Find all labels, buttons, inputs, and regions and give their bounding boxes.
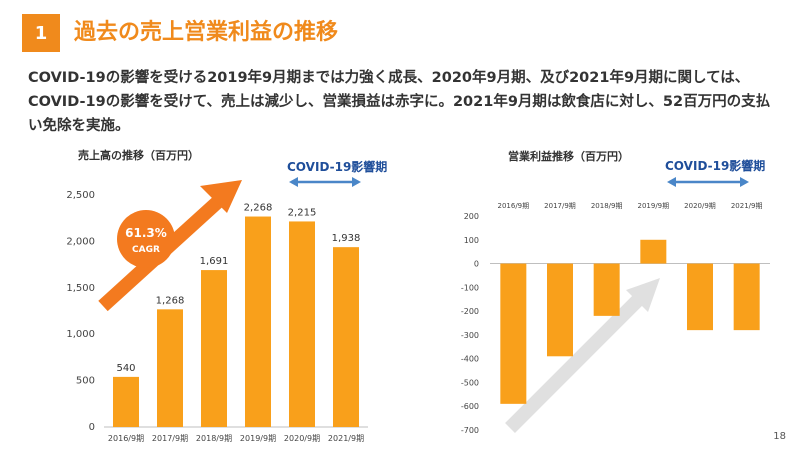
sales-bar	[333, 247, 359, 427]
x-tick-label: 2017/9期	[152, 434, 188, 443]
page-number: 18	[773, 431, 786, 442]
y-tick-label: 1,000	[66, 329, 95, 340]
trend-arrow-shaft	[505, 287, 651, 433]
arrow-head	[200, 180, 242, 213]
profit-bar	[687, 263, 713, 331]
sales-chart-title: 売上高の推移（百万円）	[78, 149, 199, 162]
x-tick-label: 2017/9期	[544, 202, 576, 210]
x-tick-label: 2020/9期	[284, 434, 320, 443]
sales-bar	[245, 216, 271, 427]
value-label: 2,215	[288, 207, 317, 218]
sales-chart: 0 500 1,000 1,500 2,000 2,500 540 2016/9期 1,268 2…	[66, 177, 368, 443]
y-tick-label: 2,000	[66, 236, 95, 247]
page-title: 過去の売上営業利益の推移	[74, 20, 339, 45]
cagr-circle	[117, 210, 175, 268]
profit-bar	[500, 263, 527, 404]
covid-arrow-right-head	[740, 177, 749, 187]
sales-bar	[201, 270, 227, 427]
x-tick-label: 2016/9期	[108, 434, 144, 443]
covid-double-arrow	[289, 177, 361, 187]
x-tick-label: 2018/9期	[196, 434, 232, 443]
y-tick-label: -500	[461, 378, 479, 387]
y-tick-label: 1,500	[66, 283, 95, 294]
y-tick-label: 200	[464, 212, 479, 221]
profit-chart-title: 営業利益推移（百万円）	[508, 150, 629, 163]
value-label: 1,691	[200, 256, 229, 267]
y-tick-label: -200	[461, 307, 479, 316]
value-label: 540	[116, 363, 135, 374]
covid-arrow-left-head	[289, 177, 298, 187]
x-tick-label: 2016/9期	[498, 202, 530, 210]
x-tick-label: 2021/9期	[328, 434, 364, 443]
trend-arrow-head	[626, 278, 660, 312]
y-tick-label: 500	[76, 376, 95, 387]
profit-bar	[593, 263, 620, 316]
y-tick-label: 100	[464, 236, 479, 245]
value-label: 2,268	[244, 203, 273, 214]
sales-bar	[157, 309, 183, 427]
value-label: 1,938	[332, 233, 361, 244]
y-tick-label: -600	[461, 402, 479, 411]
cagr-label: CAGR	[132, 245, 160, 255]
sales-bar	[289, 221, 315, 427]
y-tick-label: -100	[461, 283, 479, 292]
cagr-value: 61.3%	[125, 226, 167, 240]
y-tick-label: -700	[461, 426, 479, 435]
x-tick-label: 2019/9期	[638, 202, 670, 210]
summary-text: COVID-19の影響を受ける2019年9月期までは力強く成長、2020年9月期…	[28, 70, 771, 134]
x-tick-label: 2019/9期	[240, 434, 276, 443]
covid-double-arrow	[667, 177, 749, 187]
y-tick-label: 2,500	[66, 190, 95, 201]
y-tick-label: -400	[461, 355, 479, 364]
trend-arrow	[505, 278, 660, 433]
profit-bar	[733, 263, 760, 331]
y-tick-label: 0	[89, 422, 95, 433]
profit-bar	[640, 239, 667, 264]
sales-bar	[113, 376, 139, 427]
y-tick-label: 0	[474, 260, 479, 269]
profit-bar	[547, 263, 573, 357]
y-tick-label: -300	[461, 331, 479, 340]
sales-covid-label: COVID-19影響期	[287, 160, 388, 174]
x-tick-label: 2021/9期	[731, 202, 763, 210]
profit-covid-label: COVID-19影響期	[665, 159, 766, 173]
covid-arrow-left-head	[667, 177, 676, 187]
section-number-badge: 1	[22, 14, 60, 52]
value-label: 1,268	[156, 295, 185, 306]
profit-chart: 200 100 0 -100 -200 -300 -400 -500 -600 -700 2016/…	[461, 177, 770, 435]
covid-arrow-right-head	[352, 177, 361, 187]
x-tick-label: 2020/9期	[684, 202, 716, 210]
x-tick-label: 2018/9期	[591, 202, 623, 210]
